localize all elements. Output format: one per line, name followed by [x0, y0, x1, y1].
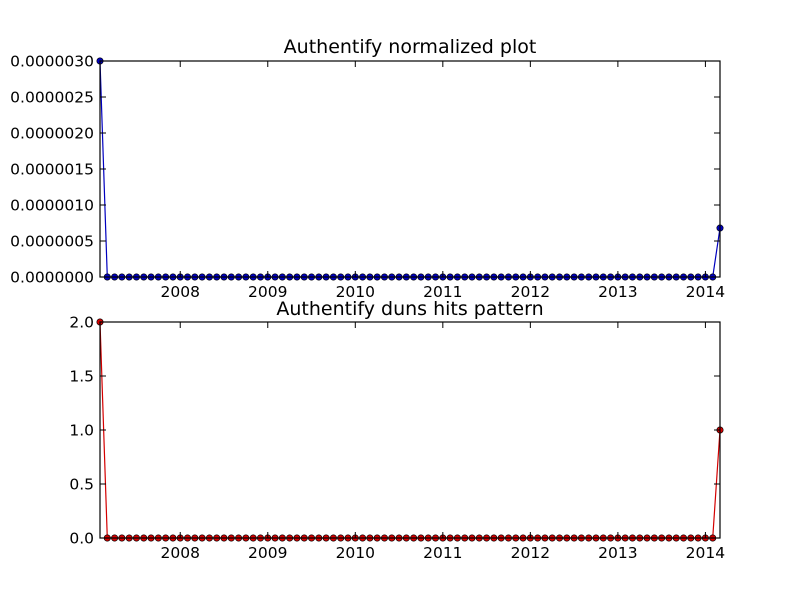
y-tick-label: 0.0000005 — [10, 233, 94, 251]
x-axis-ticks: 2008 2009 2010 2011 2012 2013 2014 — [161, 61, 725, 301]
normalized-plot-chart: Authentify normalized plot 2008 2009 2010 2… — [10, 36, 725, 301]
x-axis-ticks: 2008 2009 2010 2011 2012 2013 2014 — [161, 322, 725, 562]
y-tick-label: 2.0 — [69, 314, 94, 332]
y-tick-label: 0.0000025 — [10, 89, 94, 107]
x-tick-label: 2012 — [511, 283, 550, 301]
y-tick-label: 0.0000030 — [10, 53, 94, 71]
x-tick-label: 2011 — [423, 283, 462, 301]
x-tick-label: 2009 — [248, 283, 287, 301]
y-tick-label: 0.5 — [69, 476, 94, 494]
duns-hits-chart: Authentify duns hits pattern 2008 2009 201… — [69, 298, 725, 562]
y-axis-ticks: 0.0 0.5 1.0 1.5 2.0 — [69, 314, 720, 548]
x-tick-label: 2010 — [336, 544, 375, 562]
chart-title: Authentify normalized plot — [284, 36, 537, 58]
y-tick-label: 0.0000000 — [10, 269, 94, 287]
x-tick-label: 2008 — [161, 544, 200, 562]
y-tick-label: 0.0000020 — [10, 125, 94, 143]
x-tick-label: 2012 — [511, 544, 550, 562]
x-tick-label: 2010 — [336, 283, 375, 301]
x-tick-label: 2008 — [161, 283, 200, 301]
plot-frame — [99, 60, 721, 278]
plot-frame — [99, 321, 721, 539]
y-axis-ticks: 0.0000000 0.0000005 0.0000010 0.0000015 0.00… — [10, 53, 720, 287]
x-tick-label: 2014 — [686, 283, 725, 301]
y-tick-label: 0.0000015 — [10, 161, 94, 179]
x-tick-label: 2009 — [248, 544, 287, 562]
x-tick-label: 2013 — [598, 283, 637, 301]
y-tick-label: 0.0000010 — [10, 197, 94, 215]
x-tick-label: 2013 — [598, 544, 637, 562]
y-tick-label: 1.5 — [69, 368, 94, 386]
y-tick-label: 0.0 — [69, 530, 94, 548]
y-tick-label: 1.0 — [69, 422, 94, 440]
x-tick-label: 2014 — [686, 544, 725, 562]
chart-title: Authentify duns hits pattern — [276, 298, 543, 320]
x-tick-label: 2011 — [423, 544, 462, 562]
